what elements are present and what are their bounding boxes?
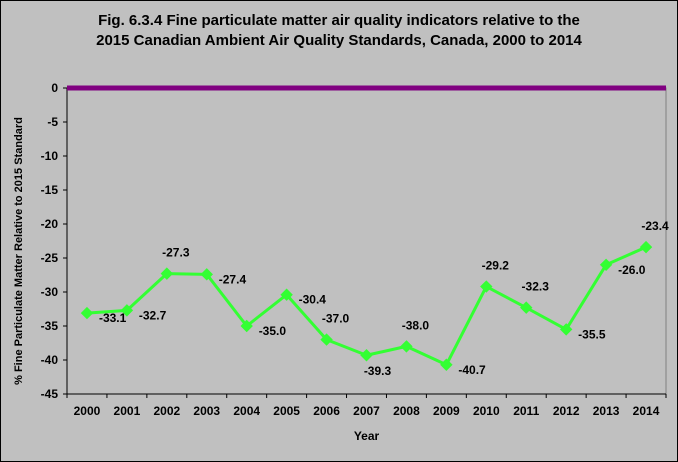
y-tick-label: -25	[41, 251, 59, 265]
x-tick-label: 2012	[553, 404, 580, 418]
data-label: -23.4	[641, 219, 669, 233]
y-tick-label: -5	[47, 115, 58, 129]
data-point-marker	[520, 301, 533, 314]
x-tick-label: 2004	[233, 404, 260, 418]
x-tick-label: 2008	[393, 404, 420, 418]
chart-title-line-1: Fig. 6.3.4 Fine particulate matter air q…	[98, 12, 580, 29]
y-tick-label: 0	[51, 81, 58, 95]
data-point-marker	[559, 323, 573, 336]
x-tick-label: 2000	[74, 404, 101, 418]
data-point-marker	[200, 268, 213, 281]
data-label: -32.3	[522, 280, 550, 294]
y-axis-title: % Fine Particulate Matter Relative to 20…	[13, 117, 25, 385]
data-label: -27.4	[219, 272, 247, 286]
data-point-marker	[400, 340, 413, 353]
data-label: -29.2	[482, 259, 510, 273]
data-point-marker	[280, 288, 293, 301]
x-tick-label: 2011	[513, 404, 539, 418]
data-point-marker	[240, 319, 253, 333]
data-label: -35.5	[578, 327, 606, 341]
data-point-marker	[480, 280, 493, 293]
x-tick-label: 2001	[114, 404, 141, 418]
data-label: -35.0	[259, 324, 287, 338]
data-label: -40.7	[458, 363, 486, 377]
data-label: -26.0	[618, 263, 646, 277]
data-point-marker	[80, 306, 94, 320]
x-tick-label: 2010	[473, 404, 500, 418]
x-tick-label: 2005	[273, 404, 300, 418]
x-tick-label: 2006	[313, 404, 340, 418]
plot-area	[66, 87, 667, 395]
y-tick-label: -20	[41, 217, 59, 231]
x-axis-title: Year	[354, 429, 380, 443]
data-label: -38.0	[402, 318, 430, 332]
x-tick-label: 2003	[193, 404, 220, 418]
x-tick-label: 2007	[353, 404, 380, 418]
x-tick-label: 2014	[633, 404, 660, 418]
y-tick-label: -10	[41, 149, 59, 163]
x-tick-label: 2009	[433, 404, 460, 418]
x-tick-label: 2013	[593, 404, 620, 418]
data-label: -37.0	[322, 312, 350, 326]
data-label: -27.3	[162, 246, 190, 260]
x-tick-label: 2002	[153, 404, 180, 418]
chart-title-line-2: 2015 Canadian Ambient Air Quality Standa…	[96, 32, 582, 49]
y-tick-label: -45	[41, 387, 59, 401]
data-point-marker	[440, 358, 453, 371]
data-label: -39.3	[364, 364, 392, 378]
data-point-marker	[320, 333, 333, 346]
data-point-marker	[639, 240, 653, 254]
y-tick-label: -40	[41, 353, 59, 367]
data-label: -32.7	[139, 308, 167, 322]
data-point-marker	[599, 258, 613, 272]
data-point-marker	[120, 304, 134, 317]
chart-title: Fig. 6.3.4 Fine particulate matter air q…	[21, 11, 657, 51]
data-point-marker	[360, 349, 373, 362]
data-label: -33.1	[99, 311, 127, 325]
y-tick-label: -30	[41, 285, 59, 299]
y-tick-label: -15	[41, 183, 59, 197]
data-point-marker	[160, 267, 174, 280]
data-label: -30.4	[299, 293, 327, 307]
y-tick-label: -35	[41, 319, 59, 333]
